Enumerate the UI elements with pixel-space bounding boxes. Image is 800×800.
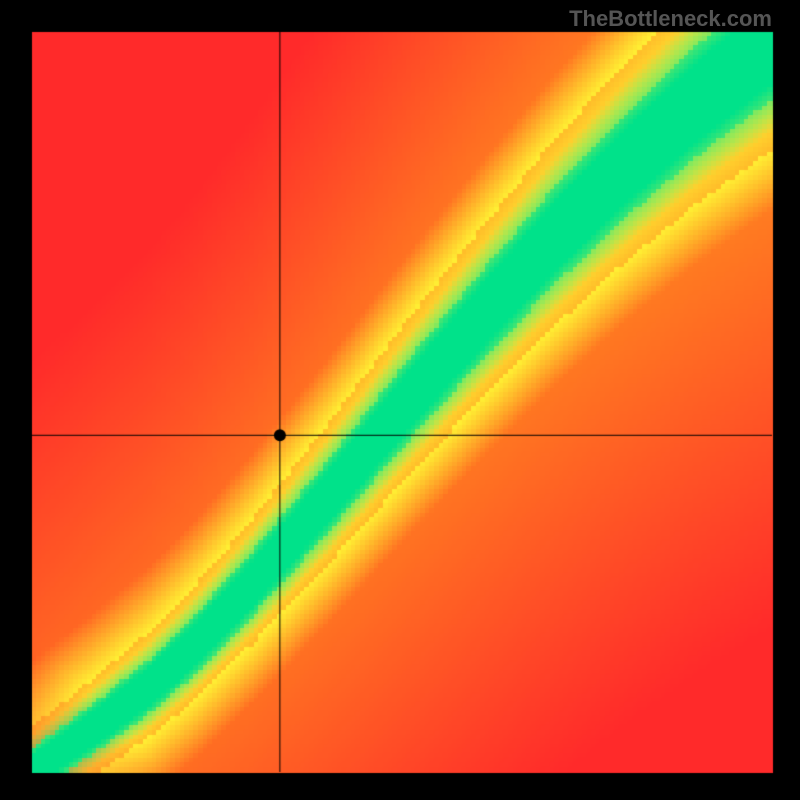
chart-container: TheBottleneck.com (0, 0, 800, 800)
heatmap-canvas (0, 0, 800, 800)
